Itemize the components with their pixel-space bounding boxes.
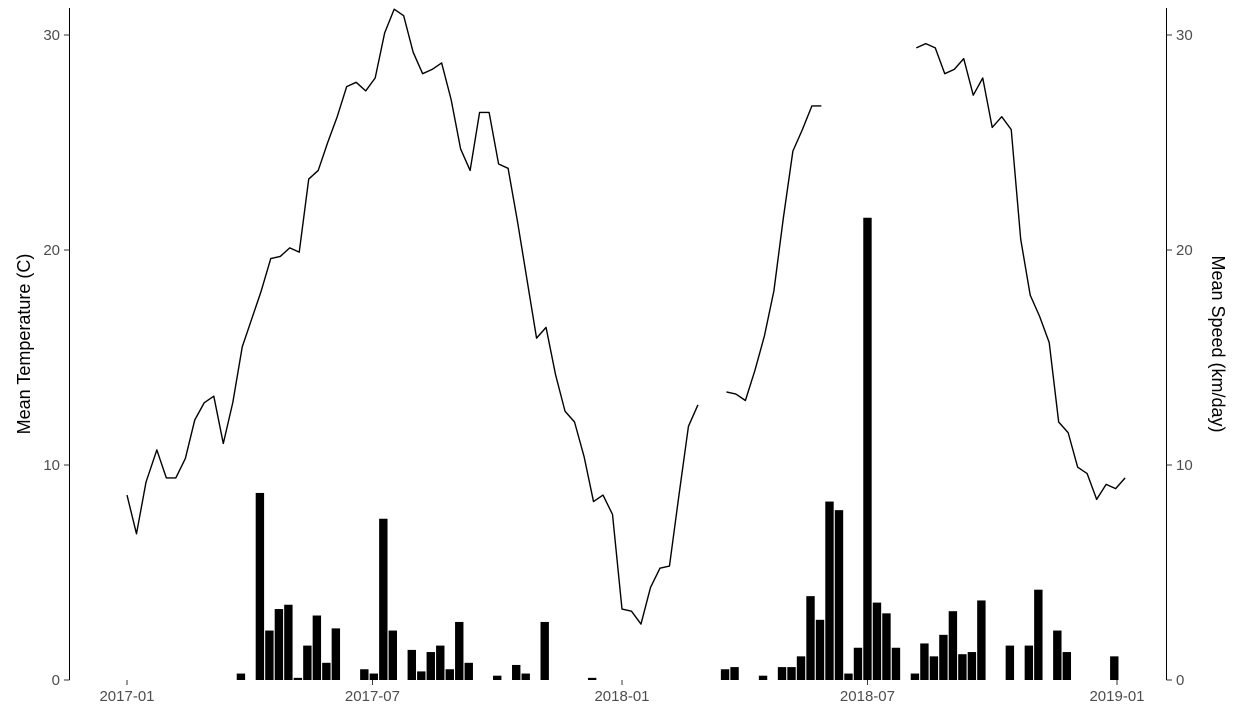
speed-bar (1034, 589, 1043, 680)
speed-bar (369, 673, 379, 680)
speed-bar (882, 613, 891, 680)
temperature-line (916, 42, 1126, 501)
speed-bar (379, 518, 388, 680)
speed-bar (274, 609, 284, 680)
speed-bar (796, 656, 806, 680)
speed-bar (853, 647, 863, 680)
x-tick-label: 2018-01 (594, 688, 649, 705)
right-y-tick-label: 20 (1176, 242, 1193, 259)
speed-bar (967, 652, 977, 680)
speed-bar (417, 671, 426, 680)
right-y-tick-label: 10 (1176, 457, 1193, 474)
speed-bar (1024, 645, 1034, 680)
left-y-axis: 0 10 20 30 (43, 27, 70, 689)
speed-bar (920, 643, 929, 680)
left-y-tick-label: 10 (43, 457, 60, 474)
right-y-tick-label: 30 (1176, 27, 1193, 44)
left-y-tick-label: 20 (43, 242, 60, 259)
speed-bar (445, 669, 454, 680)
x-tick-label: 2017-07 (345, 688, 400, 705)
speed-bar (815, 619, 825, 680)
speed-bar (426, 652, 435, 680)
speed-bar (958, 654, 967, 680)
speed-bar (872, 602, 882, 680)
speed-bar (303, 645, 312, 680)
speed-bar (977, 600, 986, 680)
speed-bar (360, 669, 369, 680)
line-layer (126, 8, 1126, 625)
x-axis: 2017-01 2017-07 2018-01 2018-07 2019-01 (99, 680, 1145, 705)
speed-bar (293, 677, 303, 680)
bars-layer (236, 217, 1119, 680)
speed-bar (540, 621, 549, 680)
speed-bar (236, 673, 246, 680)
speed-bar (1062, 652, 1072, 680)
speed-bar (844, 673, 853, 680)
right-y-tick-label: 0 (1176, 672, 1184, 689)
speed-bar (312, 615, 322, 680)
temperature-line (126, 8, 699, 625)
speed-bar (777, 667, 787, 680)
speed-bar (758, 675, 768, 680)
speed-bar (891, 647, 901, 680)
speed-bar (388, 630, 398, 680)
speed-bar (929, 656, 939, 680)
speed-bar (806, 596, 815, 680)
speed-bar (493, 675, 502, 680)
temperature-line (726, 105, 822, 402)
speed-bar (455, 621, 464, 680)
speed-bar (255, 492, 265, 680)
right-y-axis: 0 10 20 30 (1166, 27, 1193, 689)
speed-bar (512, 664, 521, 680)
x-tick-label: 2019-01 (1089, 688, 1144, 705)
speed-bar (587, 677, 597, 680)
x-tick-label: 2018-07 (840, 688, 895, 705)
speed-bar (265, 630, 274, 680)
speed-bar (720, 669, 730, 680)
speed-bar (825, 501, 834, 680)
speed-bar (436, 645, 445, 680)
speed-bar (521, 673, 530, 680)
right-axis-title: Mean Speed (km/day) (1208, 255, 1228, 432)
speed-bar (407, 649, 416, 680)
speed-bar (948, 611, 958, 680)
left-axis-title: Mean Temperature (C) (14, 254, 34, 435)
left-y-tick-label: 30 (43, 27, 60, 44)
x-tick-label: 2017-01 (99, 688, 154, 705)
speed-bar (1053, 630, 1062, 680)
speed-bar (464, 662, 473, 680)
speed-bar (1005, 645, 1015, 680)
speed-bar (834, 510, 844, 680)
speed-bar (910, 673, 920, 680)
speed-bar (1110, 656, 1119, 680)
speed-bar (863, 217, 872, 680)
speed-bar (787, 667, 796, 680)
left-y-tick-label: 0 (52, 672, 60, 689)
speed-bar (284, 604, 293, 680)
speed-bar (730, 667, 739, 680)
speed-bar (322, 662, 331, 680)
speed-bar (331, 628, 341, 680)
speed-bar (939, 634, 948, 680)
